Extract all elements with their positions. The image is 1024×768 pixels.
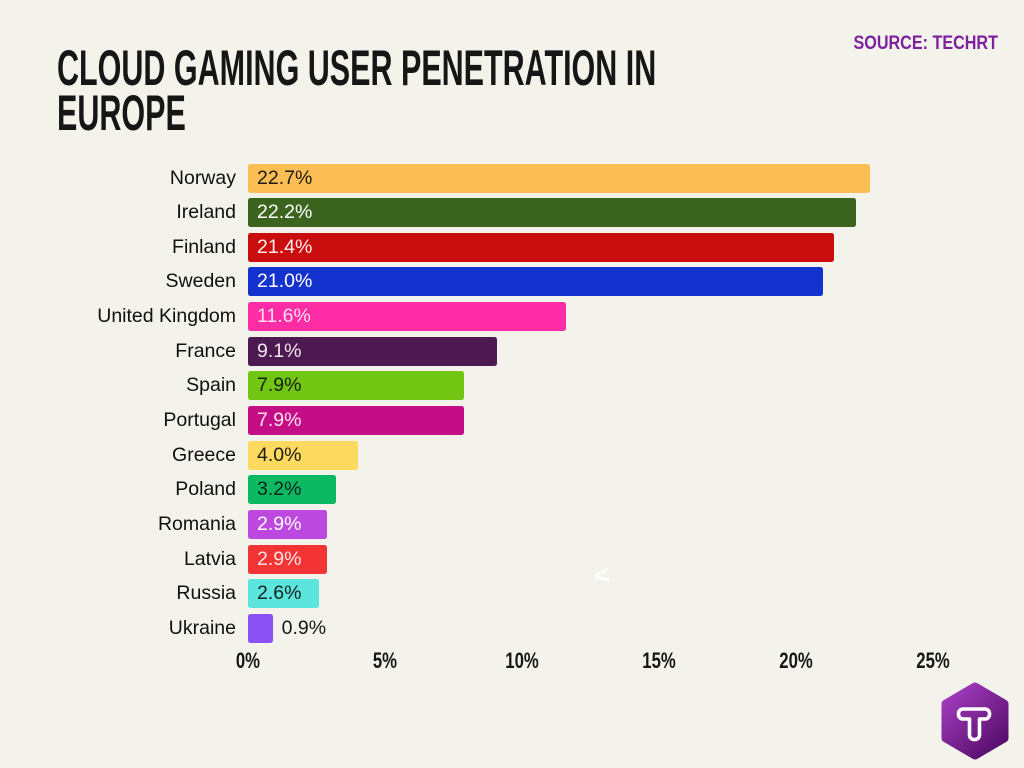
bar-row: Ukraine 0.9%	[0, 613, 1024, 643]
bar-row: Latvia 2.9%	[0, 544, 1024, 574]
bar: 2.9%	[248, 544, 328, 574]
bar-row: Greece 4.0%	[0, 440, 1024, 470]
category-label: Norway	[169, 166, 236, 189]
bar-row: Ireland 22.2%	[0, 198, 1024, 228]
category-label: United Kingdom	[97, 305, 236, 328]
bar: 9.1%	[248, 336, 498, 366]
page-title-line-2: EUROPE	[57, 85, 186, 141]
category-label: Ireland	[176, 201, 236, 224]
category-label: Greece	[172, 443, 236, 466]
bar: 11.6%	[248, 302, 566, 332]
bar-row: Sweden 21.0%	[0, 267, 1024, 297]
bar-value-label: 21.0%	[257, 270, 313, 293]
bar-value-label: 9.1%	[257, 339, 302, 362]
category-label: Latvia	[183, 547, 236, 570]
category-label: Spain	[186, 374, 236, 397]
page-title: CLOUD GAMING USER PENETRATION IN EUROPE	[57, 40, 1024, 141]
bar-value-label: 7.9%	[257, 409, 302, 432]
category-label: Finland	[172, 235, 236, 258]
bar-row: United Kingdom 11.6%	[0, 302, 1024, 332]
category-label: Portugal	[163, 409, 236, 432]
x-axis-tick-label: 25%	[893, 648, 973, 674]
category-label: France	[175, 339, 236, 362]
category-label: Sweden	[165, 270, 236, 293]
bar: 7.9%	[248, 406, 465, 436]
x-axis-tick-text: 10%	[505, 648, 539, 673]
category-label: Romania	[157, 513, 236, 535]
bar-value-label: 11.6%	[257, 305, 311, 328]
source-label: SOURCE: TECHRT	[853, 33, 998, 54]
bar-row: France 9.1%	[0, 336, 1024, 366]
bar-row: Russia 2.6%	[0, 579, 1024, 609]
hexagon-logo-icon	[941, 682, 1009, 760]
bar-row: Spain 7.9%	[0, 371, 1024, 401]
bar-row: Norway 22.7%	[0, 163, 1024, 193]
x-axis-tick-text: 5%	[372, 648, 398, 673]
bar-value-label: 22.2%	[257, 201, 313, 224]
bar-value-label: 3.2%	[257, 478, 302, 501]
bar: 4.0%	[248, 440, 358, 470]
x-axis-tick-text: 15%	[642, 648, 676, 673]
category-label: Poland	[175, 478, 236, 501]
x-axis-tick-label: 0%	[208, 648, 288, 674]
bar-value-label: 0.9%	[281, 616, 327, 639]
bar-value-label: 7.9%	[257, 374, 302, 397]
bar-value-label: 4.0%	[257, 443, 302, 466]
category-label: Russia	[176, 582, 236, 605]
bar: 22.2%	[248, 198, 857, 228]
bar	[248, 613, 273, 643]
bar-row: Poland 3.2%	[0, 475, 1024, 505]
x-axis-tick-text: 20%	[779, 648, 813, 673]
bar: 21.4%	[248, 232, 835, 262]
x-axis-tick-text: 0%	[235, 648, 261, 673]
x-axis-tick-label: 10%	[482, 648, 562, 674]
bar: 2.9%	[248, 510, 328, 539]
x-axis-tick-label: 5%	[345, 648, 425, 674]
bar-row: Portugal 7.9%	[0, 406, 1024, 436]
category-label: Ukraine	[168, 616, 236, 639]
bar-value-label: 2.6%	[257, 582, 302, 605]
bar: 7.9%	[248, 371, 465, 401]
bar-value-label: 21.4%	[257, 235, 313, 258]
bar: 2.6%	[248, 579, 320, 609]
bar: 21.0%	[248, 267, 824, 297]
bar: 3.2%	[248, 475, 336, 505]
bar-value-label: 2.9%	[257, 547, 302, 570]
x-axis-tick-label: 15%	[619, 648, 699, 674]
bar-row: Finland 21.4%	[0, 232, 1024, 262]
bar: 22.7%	[248, 163, 870, 193]
techrt-logo	[938, 682, 1012, 760]
bar-row: Romania 2.9%	[0, 510, 1024, 539]
bar-value-label: 22.7%	[257, 166, 313, 189]
bar-value-label: 2.9%	[257, 513, 302, 535]
page-title-line-1: CLOUD GAMING USER PENETRATION IN	[57, 40, 657, 96]
x-axis-tick-text: 25%	[916, 648, 950, 673]
x-axis-tick-label: 20%	[756, 648, 836, 674]
